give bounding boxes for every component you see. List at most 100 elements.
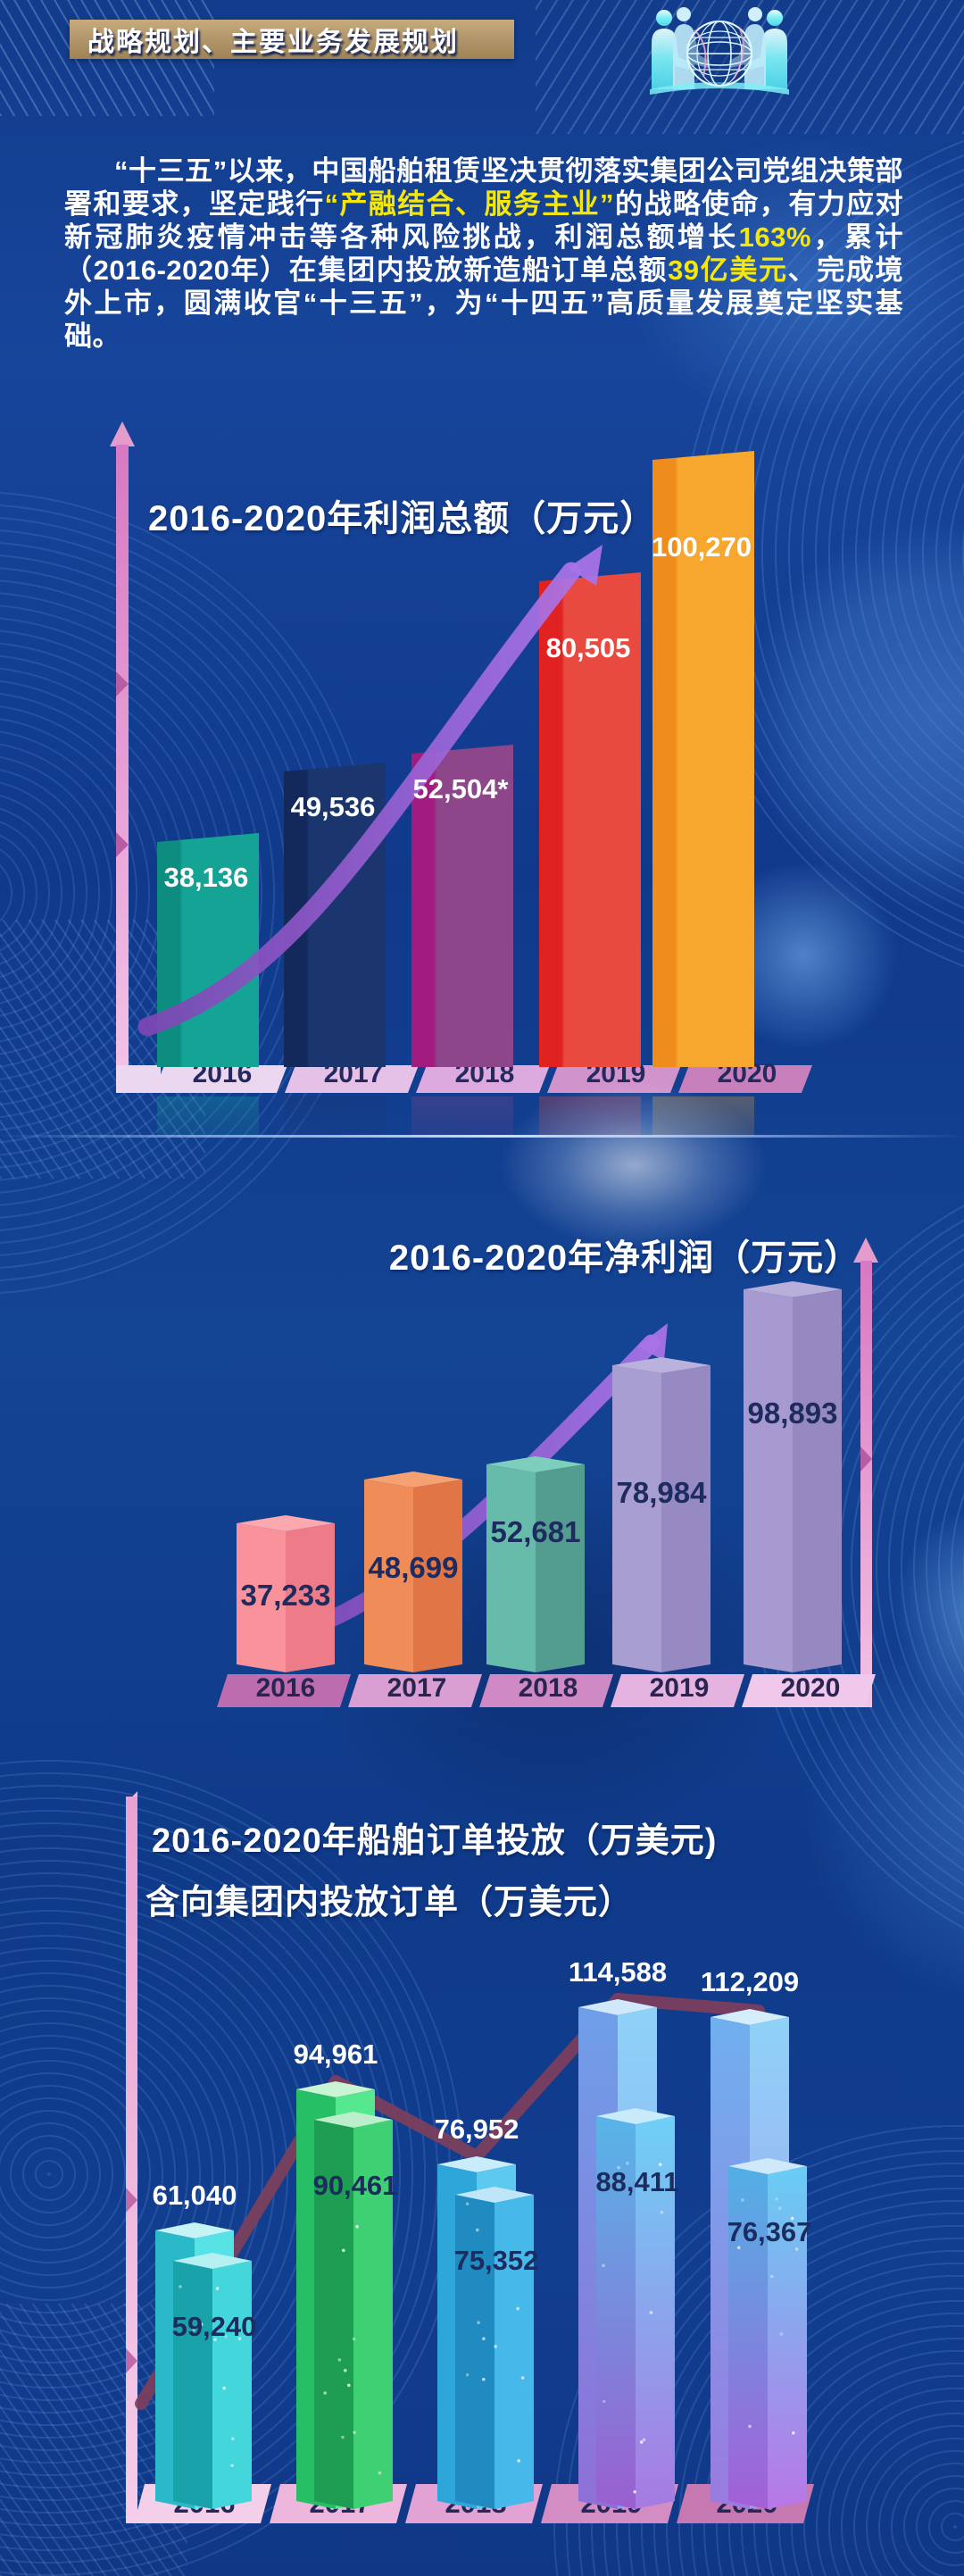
bar-right-2018 <box>536 1464 585 1672</box>
intro-paragraph: “十三五”以来，中国船舶租赁坚决贯彻落实集团公司党组决策部署和要求，坚定践行“产… <box>64 154 903 353</box>
sparkle-dot <box>465 2373 470 2377</box>
sparkle-dot <box>341 2435 345 2439</box>
intro-text: 的战略使命，有力应对新冠肺炎疫情冲击等各种风险挑战，利润总额增长 <box>64 188 904 253</box>
bar-right-front-2016 <box>212 2261 252 2509</box>
bar-2019 <box>539 572 641 1067</box>
year-label: 2017 <box>387 1673 447 1703</box>
intro-highlight-text: “产融结合、服务主业” <box>324 188 615 220</box>
bar-2020 <box>652 451 754 1067</box>
year-label: 2019 <box>650 1673 710 1703</box>
y-axis-arrowhead <box>853 1238 878 1263</box>
sparkle-dot <box>213 2338 217 2341</box>
chart-ship-orders: 2016201720182019202061,04094,96176,95211… <box>0 1777 964 2576</box>
axis-band-cell <box>611 1674 744 1707</box>
bar-right-2017 <box>413 1480 462 1672</box>
sparkle-dot <box>192 2328 195 2331</box>
sparkle-dot <box>649 2311 653 2314</box>
y-axis-line <box>116 445 129 1067</box>
chart3-title-line1: 2016-2020年船舶订单投放（万美元) <box>152 1822 718 1860</box>
bar-left-front-2019 <box>596 2116 636 2509</box>
bar-left-front-2018 <box>455 2195 494 2509</box>
bar-right-2016 <box>286 1523 335 1672</box>
sparkle-dot <box>617 2165 620 2170</box>
value-label-outer: 94,961 <box>294 2038 378 2070</box>
bar-left-2018 <box>486 1464 536 1672</box>
sparkle-dot <box>224 2335 228 2338</box>
axis-band-cell <box>348 1674 482 1707</box>
value-label-outer: 61,040 <box>153 2180 237 2211</box>
value-label: 100,270 <box>652 531 752 563</box>
bar-left-2016 <box>237 1523 286 1672</box>
bar-reflection <box>157 1096 259 1136</box>
sparkle-dot <box>342 2248 345 2253</box>
y-axis-notch <box>116 671 129 696</box>
sparkle-dot <box>792 2431 795 2435</box>
bar-left-front-2017 <box>314 2120 353 2509</box>
sparkle-dot <box>476 2228 479 2232</box>
y-axis-notch <box>126 2188 137 2213</box>
bar-right-front-2019 <box>636 2116 675 2509</box>
company-logo <box>625 0 814 100</box>
trend-arrow-curve <box>137 562 581 1037</box>
year-label: 2016 <box>256 1673 316 1703</box>
y-axis-notch <box>860 1446 872 1471</box>
bar-left-front-2020 <box>728 2166 768 2509</box>
bar-left-2020 <box>744 1289 793 1672</box>
value-label-inner: 59,240 <box>172 2311 257 2342</box>
chart-ship-orders-plot: 2016201720182019202061,04094,96176,95211… <box>126 1791 814 2523</box>
bar-right-front-2020 <box>768 2166 807 2509</box>
sparkle-dot <box>602 2399 606 2404</box>
bar-reflection <box>411 1096 513 1136</box>
chart1-title: 2016-2020年利润总额（万元） <box>148 499 657 538</box>
sparkle-dot <box>741 2198 744 2202</box>
sparkle-dot <box>378 2471 382 2475</box>
sparkle-dot <box>179 2285 182 2288</box>
axis-band-cell <box>217 1674 351 1707</box>
sparkle-dot <box>516 2306 519 2311</box>
sparkle-dot <box>347 2383 351 2388</box>
sparkle-dot <box>352 2337 356 2341</box>
sparkle-dot <box>777 2206 782 2210</box>
sparkle-dot <box>633 2490 636 2494</box>
bar-right-front-2018 <box>494 2195 534 2509</box>
year-label: 2018 <box>519 1673 578 1703</box>
banner-title: 战略规划、主要业务发展规划 <box>87 28 459 57</box>
value-label-inner: 76,367 <box>727 2216 812 2247</box>
value-label: 48,699 <box>369 1551 459 1584</box>
sparkle-dot <box>748 2424 752 2429</box>
sparkle-dot <box>477 2321 480 2325</box>
y-axis-notch <box>116 832 129 857</box>
sparkle-dot <box>344 2369 347 2372</box>
sparkle-dot <box>658 2163 662 2166</box>
bar-right-2020 <box>793 1289 842 1672</box>
sparkle-dot <box>482 2378 486 2381</box>
value-label: 52,681 <box>491 1515 581 1548</box>
sparkle-dot <box>222 2386 226 2390</box>
sparkle-dot <box>355 2224 359 2229</box>
sparkle-dot <box>237 2337 242 2340</box>
sparkle-dot <box>337 2358 342 2362</box>
trend-arrowhead <box>568 545 602 586</box>
value-label-outer: 76,952 <box>435 2113 519 2145</box>
value-label-outer: 112,209 <box>701 1966 799 1997</box>
sparkle-dot <box>353 2430 356 2435</box>
value-label-inner: 88,411 <box>595 2166 678 2197</box>
chart-total-profit-plot: 2016 2017 2018 2019 202038,13649,53652,504*8… <box>110 421 812 1136</box>
sparkle-dot <box>494 2345 497 2348</box>
sparkle-dot <box>520 2376 525 2380</box>
sparkle-dot <box>626 2161 629 2165</box>
bar-reflection <box>652 1096 754 1136</box>
sparkle-dot <box>660 2210 664 2214</box>
section-divider <box>0 1135 964 1138</box>
sparkle-dot <box>602 2263 605 2267</box>
sparkle-dot <box>794 2247 799 2251</box>
sparkle-dot <box>465 2202 470 2205</box>
globe-with-people-icon <box>650 7 789 95</box>
chart3-title-line2: 含向集团内投放订单（万美元） <box>145 1884 634 1922</box>
sparkle-dot <box>230 2463 234 2467</box>
value-label-outer: 114,588 <box>569 1956 667 1988</box>
sparkle-dot <box>323 2391 328 2395</box>
axis-band-cell <box>285 1065 419 1093</box>
chart2-title: 2016-2020年净利润（万元） <box>388 1238 861 1278</box>
